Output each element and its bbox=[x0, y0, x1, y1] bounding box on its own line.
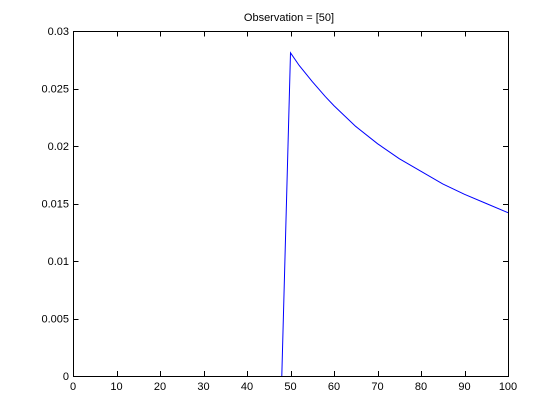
y-tick-label: 0.01 bbox=[48, 256, 69, 268]
x-tick-label: 10 bbox=[110, 381, 122, 393]
y-tick-label: 0.03 bbox=[48, 26, 69, 38]
y-tick-label: 0.025 bbox=[41, 84, 69, 96]
y-tick-label: 0.02 bbox=[48, 141, 69, 153]
x-tick-label: 60 bbox=[328, 381, 340, 393]
y-tick-label: 0.005 bbox=[41, 314, 69, 326]
x-tick-label: 40 bbox=[241, 381, 253, 393]
y-tick-label: 0.015 bbox=[41, 199, 69, 211]
x-tick-label: 90 bbox=[458, 381, 470, 393]
series-line-1 bbox=[281, 51, 509, 377]
x-tick-label: 30 bbox=[197, 381, 209, 393]
x-tick-label: 50 bbox=[284, 381, 296, 393]
x-tick-label: 70 bbox=[371, 381, 383, 393]
plot-background bbox=[73, 31, 508, 376]
y-tick-label: 0 bbox=[63, 371, 69, 383]
plot-area bbox=[73, 31, 509, 377]
x-tick-label: 80 bbox=[415, 381, 427, 393]
x-tick-label: 20 bbox=[154, 381, 166, 393]
chart-title: Observation = [50] bbox=[244, 12, 334, 24]
x-tick-label: 100 bbox=[499, 381, 517, 393]
x-tick-label: 0 bbox=[70, 381, 76, 393]
axes: 0 10 20 30 40 50 60 70 80 90 100 0 0.005 0.01 0.015 0.0… bbox=[41, 26, 517, 393]
